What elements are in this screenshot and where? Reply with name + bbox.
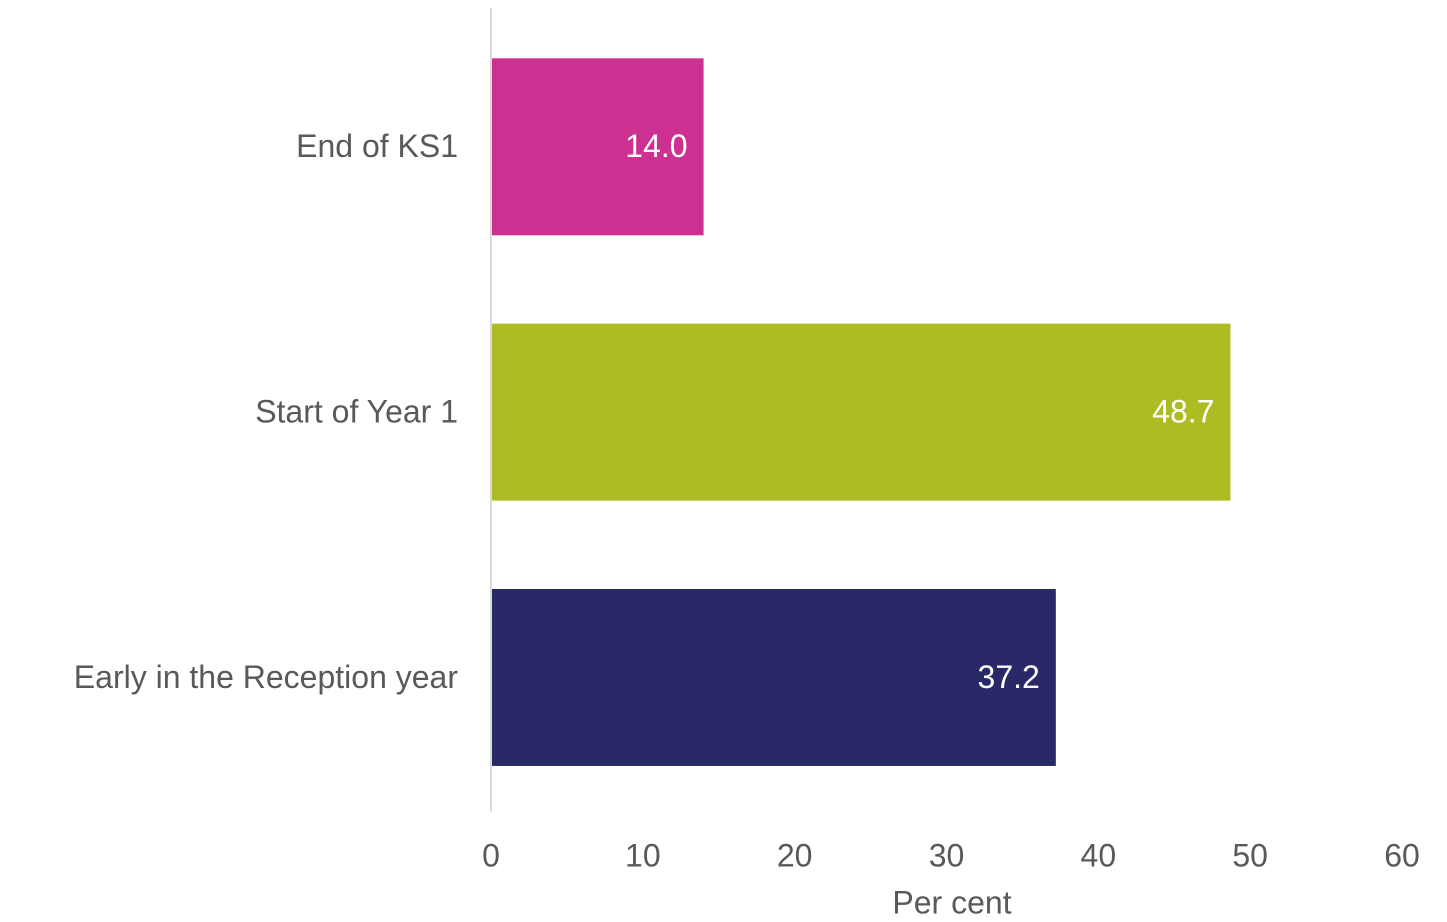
x-tick-label: 0 xyxy=(482,837,500,873)
x-tick-label: 30 xyxy=(929,837,965,873)
x-axis-label: Per cent xyxy=(892,884,1011,920)
value-label: 37.2 xyxy=(978,659,1040,695)
value-label: 14.0 xyxy=(625,128,687,164)
y-tick-label: End of KS1 xyxy=(296,128,458,164)
x-tick-label: 20 xyxy=(777,837,813,873)
bar xyxy=(491,58,704,236)
value-label: 48.7 xyxy=(1152,393,1214,429)
x-tick-label: 60 xyxy=(1384,837,1420,873)
x-tick-label: 50 xyxy=(1232,837,1268,873)
y-tick-label: Early in the Reception year xyxy=(74,659,459,695)
bar xyxy=(491,588,1056,766)
x-tick-label: 10 xyxy=(625,837,661,873)
x-tick-label: 40 xyxy=(1081,837,1117,873)
bar xyxy=(491,323,1231,501)
y-tick-label: Start of Year 1 xyxy=(255,393,458,429)
